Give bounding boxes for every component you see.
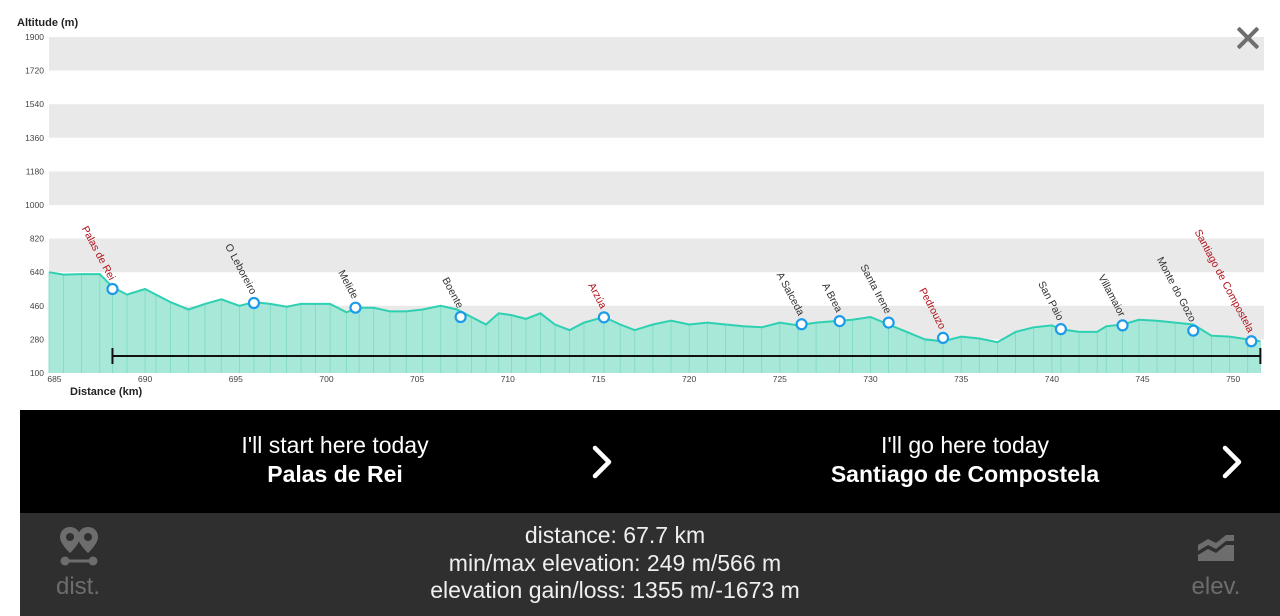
stats-bar: dist. distance: 67.7 km min/max elevatio… <box>20 513 1280 616</box>
start-picker[interactable]: I'll start here today Palas de Rei <box>20 410 650 513</box>
x-tick-label: 725 <box>773 374 787 384</box>
x-tick-label: 705 <box>410 374 424 384</box>
stop-point[interactable] <box>454 310 467 324</box>
x-tick-label: 735 <box>954 374 968 384</box>
stop-point[interactable] <box>833 315 846 328</box>
stop-point[interactable] <box>882 316 895 329</box>
stop-point[interactable] <box>247 296 261 310</box>
chevron-right-icon[interactable] <box>590 444 616 480</box>
stats-block: distance: 67.7 km min/max elevation: 249… <box>20 522 1210 605</box>
y-tick-label: 280 <box>30 334 44 344</box>
x-tick-label: 730 <box>863 374 877 384</box>
destination-value: Santiago de Compostela <box>830 461 1100 487</box>
y-tick-label: 1180 <box>26 166 45 176</box>
gain-loss-stat: elevation gain/loss: 1355 m/-1673 m <box>430 577 800 603</box>
y-tick-labels: 100 280 460 640 820 1000 1180 1360 1540 1720 1900 <box>25 32 44 378</box>
x-tick-label: 710 <box>501 374 515 384</box>
stage-selector-bar: I'll start here today Palas de Rei I'll … <box>20 410 1280 513</box>
elev-label: elev. <box>1191 573 1241 600</box>
dist-label: dist. <box>55 573 100 600</box>
y-tick-label: 1720 <box>25 66 44 76</box>
stop-point[interactable] <box>1054 323 1067 336</box>
x-tick-label: 720 <box>682 374 696 384</box>
x-tick-label: 740 <box>1045 374 1059 384</box>
chevron-right-icon[interactable] <box>1220 444 1246 480</box>
y-tick-label: 460 <box>30 301 44 311</box>
destination-picker[interactable]: I'll go here today Santiago de Compostel… <box>650 410 1280 513</box>
x-tick-label: 750 <box>1226 374 1240 384</box>
x-tick-label: 690 <box>138 374 152 384</box>
y-tick-label: 1540 <box>25 99 44 109</box>
elevation-chart: 100280460640820100011801360154017201900 … <box>17 17 1264 398</box>
close-button[interactable] <box>1228 18 1268 58</box>
stop-point[interactable] <box>349 301 362 314</box>
elevation-area <box>49 272 1261 373</box>
y-tick-label: 1900 <box>25 32 44 42</box>
y-tick-label: 1360 <box>25 133 44 143</box>
stop-point[interactable] <box>936 331 950 345</box>
stop-point[interactable] <box>795 318 808 331</box>
x-tick-labels: 685 690 695 700 705 710 715 720 725 730 735 740 745 7… <box>47 374 1240 384</box>
dist-toggle-button[interactable]: dist. <box>38 521 118 611</box>
grid-bands <box>49 37 1264 340</box>
grid-band <box>49 104 1264 138</box>
start-label: I'll start here today <box>241 432 429 458</box>
stage-span-bar <box>111 348 1262 364</box>
grid-band <box>49 37 1264 71</box>
grid-band <box>49 171 1264 205</box>
distance-stat: distance: 67.7 km <box>524 522 706 548</box>
y-tick-label: 100 <box>30 368 44 378</box>
grid-band <box>49 238 1264 273</box>
elev-toggle-button[interactable]: elev. <box>1176 521 1256 611</box>
map-pins-icon <box>60 527 98 566</box>
stop-label: Melide <box>335 268 360 301</box>
elevation-stat: min/max elevation: 249 m/566 m <box>448 549 782 576</box>
stop-point[interactable] <box>597 311 611 324</box>
x-tick-label: 685 <box>47 374 61 384</box>
stop-label: Boente <box>439 275 465 310</box>
y-tick-label: 1000 <box>25 200 44 210</box>
stop-point[interactable] <box>106 282 119 296</box>
stop-point[interactable] <box>1245 335 1258 348</box>
elevation-icon <box>1198 535 1234 561</box>
x-tick-label: 715 <box>591 374 605 384</box>
start-value: Palas de Rei <box>267 461 403 487</box>
y-axis-label: Altitude (m) <box>17 17 78 29</box>
x-tick-label: 745 <box>1135 374 1149 384</box>
stop-point[interactable] <box>1187 324 1200 337</box>
y-tick-label: 640 <box>30 267 44 277</box>
destination-label: I'll go here today <box>880 432 1050 458</box>
x-axis-label: Distance (km) <box>70 386 142 398</box>
stop-point[interactable] <box>1116 319 1129 332</box>
x-tick-label: 700 <box>319 374 333 384</box>
y-tick-label: 820 <box>30 234 44 244</box>
x-tick-label: 695 <box>229 374 243 384</box>
